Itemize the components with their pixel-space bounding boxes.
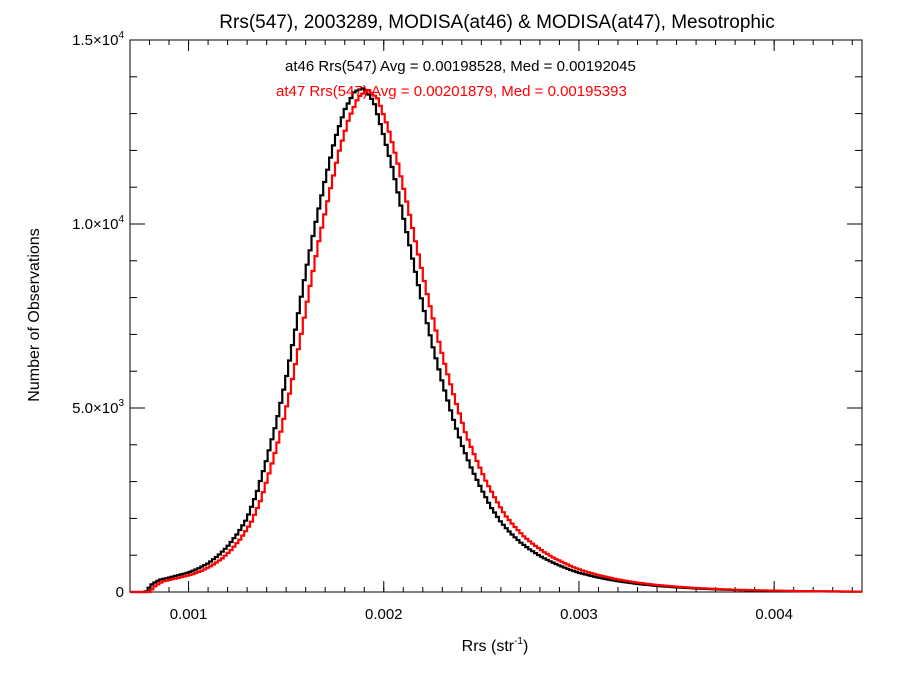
x-axis-label-sup: -1: [514, 636, 523, 647]
x-tick-label: 0.003: [560, 606, 598, 623]
y-tick-label-mantissa: 1.5×10: [72, 32, 118, 49]
plot-area: 0.001 0.002 0.003 0.00405.0×1031.0×1041.5×1…: [72, 30, 863, 623]
x-tick-label: 0.004: [755, 606, 793, 623]
y-tick-label-exponent: 4: [118, 30, 124, 41]
x-tick-label: 0.001: [170, 606, 208, 623]
x-tick-label: 0.002: [365, 606, 403, 623]
y-tick-label: 5.0×103: [72, 398, 124, 417]
y-tick-label-exponent: 4: [118, 214, 124, 225]
at47-stats-annotation: at47 Rrs(547) Avg = 0.00201879, Med = 0.…: [276, 83, 627, 100]
plot-frame: [129, 39, 863, 593]
at46-histogram-line: [130, 87, 862, 594]
x-axis-label-tail: ): [523, 638, 528, 655]
at46-stats-annotation: at46 Rrs(547) Avg = 0.00198528, Med = 0.…: [285, 58, 636, 75]
x-axis-label-main: Rrs (str: [462, 638, 515, 655]
y-tick-label: 1.0×104: [72, 214, 124, 233]
y-tick-label-mantissa: 0: [116, 584, 124, 601]
y-tick-label-mantissa: 5.0×10: [72, 400, 118, 417]
y-axis-label: Number of Observations: [26, 228, 43, 401]
chart-title: Rrs(547), 2003289, MODISA(at46) & MODISA…: [219, 12, 774, 33]
y-tick-label-exponent: 3: [118, 398, 124, 409]
y-tick-label: 0: [116, 584, 124, 601]
x-axis-label: Rrs (str-1): [462, 636, 529, 655]
y-tick-label-mantissa: 1.0×10: [72, 216, 118, 233]
y-tick-label: 1.5×104: [72, 30, 124, 49]
at47-histogram-line: [130, 89, 862, 594]
